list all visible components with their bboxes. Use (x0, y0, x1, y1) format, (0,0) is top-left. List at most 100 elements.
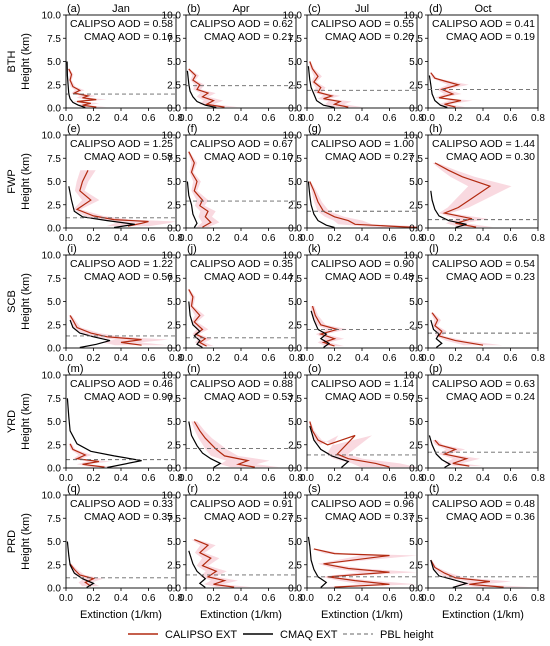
y-tick-label: 7.5 (167, 274, 181, 285)
x-tick-label: 0.6 (504, 113, 518, 124)
region-label-yrd: YRD (6, 410, 18, 433)
x-tick-label: 0.2 (87, 593, 101, 604)
x-tick-label: 0.2 (449, 473, 463, 484)
x-tick-label: 0.0 (421, 593, 435, 604)
calipso-aod-label: CALIPSO AOD = 0.48 (432, 498, 535, 510)
x-tick-label: 0.4 (476, 473, 490, 484)
x-tick-label: 0.0 (59, 593, 73, 604)
calipso-ext-line (309, 181, 418, 229)
y-tick-label: 10.0 (404, 371, 424, 382)
x-tick-label: 0.4 (355, 113, 369, 124)
y-tick-label: 7.5 (288, 34, 302, 45)
y-tick-label: 5.0 (167, 417, 181, 428)
calipso-aod-label: CALIPSO AOD = 1.25 (70, 138, 173, 150)
calipso-ext-line (309, 61, 349, 108)
y-tick-label: 2.5 (288, 80, 302, 91)
y-tick-label: 0.0 (288, 104, 302, 115)
calipso-uncertainty-band (429, 560, 531, 588)
calipso-ext-line (309, 421, 390, 468)
cmaq-aod-label: CMAQ AOD = 0.35 (84, 511, 173, 523)
calipso-uncertainty-band (68, 443, 118, 468)
panel-prd-oct: 0.0 2.5 5.0 7.5 10.0 0.0 0.2 0.4 0.6 0.8 (t) CALIPS… (404, 483, 546, 604)
y-tick-label: 0.0 (288, 344, 302, 355)
panel-bth-jul: 0.0 2.5 5.0 7.5 10.0 0.0 0.2 0.4 0.6 0.8 (c) CALIPS… (283, 3, 425, 124)
y-tick-label: 2.5 (167, 200, 181, 211)
x-tick-label: 0.2 (207, 113, 221, 124)
x-tick-label: 0.8 (410, 233, 424, 244)
y-tick-label: 7.5 (47, 394, 61, 405)
y-tick-label: 0.0 (167, 224, 181, 235)
x-tick-label: 0.2 (87, 233, 101, 244)
cmaq-ext-line (186, 70, 217, 109)
y-tick-label: 2.5 (409, 80, 423, 91)
cmaq-ext-line (310, 310, 331, 348)
cmaq-aod-label: CMAQ AOD = 0.20 (325, 31, 414, 43)
x-tick-label: 0.4 (355, 353, 369, 364)
y-tick-label: 10.0 (404, 11, 424, 22)
y-tick-label: 0.0 (47, 224, 61, 235)
y-tick-label: 5.0 (47, 297, 61, 308)
x-tick-label: 0.0 (179, 593, 193, 604)
calipso-ext-line (188, 68, 225, 108)
cmaq-aod-label: CMAQ AOD = 0.48 (325, 271, 414, 283)
calipso-ext-line (69, 315, 142, 346)
y-tick-label: 5.0 (288, 297, 302, 308)
x-tick-label: 0.4 (476, 593, 490, 604)
x-tick-label: 0.0 (179, 233, 193, 244)
y-tick-label: 7.5 (409, 34, 423, 45)
y-tick-label: 2.5 (288, 320, 302, 331)
calipso-ext-line (193, 421, 255, 468)
x-tick-label: 0.6 (262, 353, 276, 364)
cmaq-ext-line (69, 319, 111, 349)
calipso-aod-label: CALIPSO AOD = 0.62 (190, 18, 293, 30)
calipso-ext-line (430, 72, 462, 108)
cmaq-ext-line (307, 181, 335, 229)
cmaq-ext-line (188, 301, 203, 349)
x-tick-label: 0.2 (87, 353, 101, 364)
y-tick-label: 0.0 (288, 584, 302, 595)
x-tick-label: 0.0 (59, 473, 73, 484)
cmaq-ext-line (428, 75, 448, 109)
y-tick-label: 2.5 (47, 560, 61, 571)
x-tick-label: 0.4 (476, 353, 490, 364)
y-tick-label: 2.5 (409, 200, 423, 211)
y-tick-label: 5.0 (288, 537, 302, 548)
y-tick-label: 2.5 (167, 440, 181, 451)
calipso-ext-line (69, 443, 105, 468)
panel-tag: (q) (67, 483, 80, 495)
x-tick-label: 0.6 (383, 593, 397, 604)
month-label-oct: Oct (474, 3, 491, 15)
panel-fwp-jan: 0.0 2.5 5.0 7.5 10.0 0.0 0.2 0.4 0.6 0.8 (e) CALIPS… (42, 123, 184, 244)
calipso-uncertainty-band (68, 315, 169, 346)
x-tick-label: 0.4 (234, 113, 248, 124)
x-tick-label: 0.2 (87, 113, 101, 124)
y-tick-label: 2.5 (409, 440, 423, 451)
panel-tag: (f) (187, 123, 197, 135)
y-tick-label: 7.5 (167, 394, 181, 405)
cmaq-aod-label: CMAQ AOD = 0.30 (446, 151, 535, 163)
x-tick-label: 0.8 (289, 113, 303, 124)
y-tick-label: 7.5 (167, 154, 181, 165)
y-tick-label: 2.5 (288, 200, 302, 211)
calipso-aod-label: CALIPSO AOD = 0.33 (70, 498, 173, 510)
calipso-ext-line (313, 548, 390, 588)
x-tick-label: 0.4 (234, 353, 248, 364)
y-tick-label: 10.0 (42, 491, 62, 502)
x-tick-label: 0.4 (114, 473, 128, 484)
y-tick-label: 2.5 (409, 320, 423, 331)
x-tick-label: 0.6 (383, 353, 397, 364)
y-tick-label: 2.5 (47, 440, 61, 451)
y-tick-label: 5.0 (47, 537, 61, 548)
y-tick-label: 7.5 (167, 514, 181, 525)
x-tick-label: 0.6 (504, 473, 518, 484)
y-tick-label: 0.0 (47, 344, 61, 355)
cmaq-ext-line (66, 61, 86, 109)
calipso-uncertainty-band (310, 306, 348, 347)
calipso-ext-line (188, 151, 212, 228)
y-tick-label: 10.0 (283, 251, 303, 262)
y-tick-label: 2.5 (47, 80, 61, 91)
x-tick-label: 0.2 (449, 113, 463, 124)
y-tick-label: 5.0 (409, 297, 423, 308)
calipso-uncertainty-band (430, 312, 503, 346)
x-tick-label: 0.0 (421, 473, 435, 484)
